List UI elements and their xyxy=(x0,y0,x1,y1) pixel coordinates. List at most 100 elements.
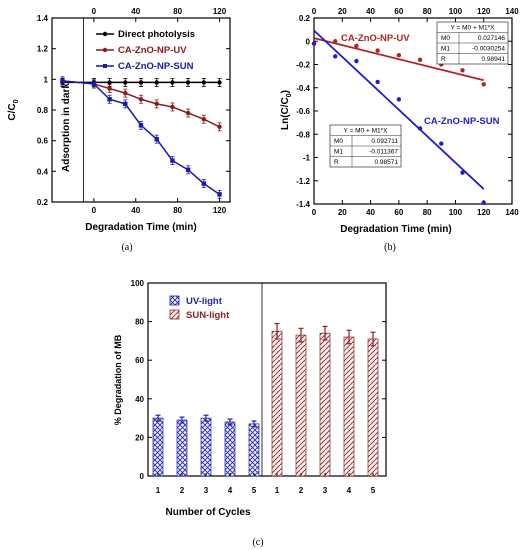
x-tick-label: 40 xyxy=(366,208,375,217)
data-point xyxy=(60,78,65,84)
panel-b-y-ticks: -1.4 -1.2 -1 -0.8 -0.6 -0.4 -0.2 0 0.2 xyxy=(296,14,512,209)
data-point xyxy=(201,181,207,186)
x-tick-label: 4 xyxy=(347,486,352,495)
y-tick-label: -0.2 xyxy=(296,61,310,70)
bar xyxy=(152,417,164,477)
data-point xyxy=(217,80,222,85)
data-point xyxy=(154,136,159,142)
x-tick-label: 0 xyxy=(312,208,317,217)
data-point xyxy=(185,167,191,172)
bar xyxy=(271,330,283,477)
x-top-tick-label: 40 xyxy=(131,7,140,16)
caption-b: (b) xyxy=(384,242,396,253)
data-point xyxy=(354,43,359,49)
fit-table-value: 0.98571 xyxy=(375,159,399,166)
data-point xyxy=(123,90,128,96)
panel-b-x-axis-label: Degradation Time (min) xyxy=(340,224,452,235)
data-point xyxy=(107,97,112,102)
y-tick-label: 0.2 xyxy=(37,198,49,207)
y-tick-label: 1 xyxy=(44,75,49,84)
y-tick-label: -0.8 xyxy=(296,130,310,139)
panel-c: 0 20 40 60 80 100 1 2 3 4 5 1 2 3 4 5 UV-light SUN-lig… xyxy=(113,279,387,548)
panel-c-frame xyxy=(147,282,387,477)
x-tick-label: 3 xyxy=(323,486,328,495)
fit-table-value: 0.092711 xyxy=(371,138,398,145)
x-top-tick-label: 80 xyxy=(423,7,432,16)
data-point xyxy=(138,97,144,102)
y-tick-label: -1.4 xyxy=(296,200,310,209)
data-point xyxy=(138,80,144,85)
data-point xyxy=(333,54,338,59)
panel-c-bars: 1 2 3 4 5 1 2 3 4 5 xyxy=(152,322,379,495)
panel-a: 0 40 80 120 0 40 80 120 0.2 0.4 0.6 0.8 1 1.2 1.4 Ads… xyxy=(7,7,231,253)
fit-table-key: M1 xyxy=(441,46,450,53)
x-tick-label: 5 xyxy=(252,486,257,495)
fit-line xyxy=(313,29,485,190)
legend-c-item-uv: UV-light xyxy=(186,296,223,307)
data-point xyxy=(481,82,486,87)
x-top-tick-label: 120 xyxy=(213,7,227,16)
legend-a-item-photolysis: Direct photolysis xyxy=(118,29,195,40)
panel-b-label-sun: CA-ZnO-NP-SUN xyxy=(424,116,500,127)
panel-a-legend: Direct photolysis CA-ZnO-NP-UV CA-ZnO-NP… xyxy=(96,29,195,72)
series-line xyxy=(62,80,220,128)
y-tick-label: 0.8 xyxy=(37,106,49,115)
data-point xyxy=(217,124,222,130)
panel-a-x-ticks: 0 40 80 120 0 40 80 120 xyxy=(92,7,227,215)
data-point xyxy=(439,141,444,146)
panel-a-y-axis-label: C/C0 xyxy=(7,99,20,120)
x-tick-label: 5 xyxy=(371,486,376,495)
data-point xyxy=(396,53,402,58)
fit-table-equation: Y = M0 + M1*X xyxy=(451,25,496,32)
y-tick-label: -0.6 xyxy=(296,107,310,116)
x-tick-label: 4 xyxy=(228,486,233,495)
data-point xyxy=(417,57,423,63)
y-tick-label: 80 xyxy=(135,318,144,327)
fit-table-value: 0.98941 xyxy=(482,56,506,63)
x-tick-label: 1 xyxy=(275,486,280,495)
data-point xyxy=(375,48,380,53)
data-point xyxy=(107,86,112,91)
x-tick-label: 80 xyxy=(423,208,432,217)
panel-a-y-ticks: 0.2 0.4 0.6 0.8 1 1.2 1.4 xyxy=(37,14,230,207)
panel-c-legend: UV-light SUN-light xyxy=(169,295,230,321)
x-top-tick-label: 140 xyxy=(505,7,519,16)
data-point xyxy=(201,117,207,122)
y-tick-label: 60 xyxy=(135,356,144,365)
caption-a: (a) xyxy=(121,242,132,253)
data-point xyxy=(396,97,402,102)
panel-c-x-axis-label: Number of Cycles xyxy=(165,507,250,518)
panel-c-y-axis-label: % Degradation of MB xyxy=(113,334,123,425)
data-point xyxy=(201,80,207,85)
data-point xyxy=(123,101,128,107)
x-top-tick-label: 40 xyxy=(366,7,375,16)
x-top-tick-label: 80 xyxy=(173,7,182,16)
x-top-tick-label: 120 xyxy=(477,7,491,16)
panel-a-series xyxy=(60,76,222,199)
x-tick-label: 0 xyxy=(92,206,97,215)
fit-table-uv: Y = M0 + M1*XM0 0.027146 M1 -0.0030254 R 0.98… xyxy=(436,21,509,65)
x-tick-label: 100 xyxy=(449,208,463,217)
data-point xyxy=(354,58,359,64)
x-top-tick-label: 0 xyxy=(312,7,317,16)
x-top-tick-label: 20 xyxy=(338,7,347,16)
panel-b-series xyxy=(311,29,486,206)
caption-c: (c) xyxy=(252,537,263,548)
bar xyxy=(343,336,355,477)
y-tick-label: 0.2 xyxy=(299,14,311,23)
x-tick-label: 120 xyxy=(477,208,491,217)
x-tick-label: 120 xyxy=(213,206,227,215)
panel-a-annotation: Adsorption in dark xyxy=(61,83,72,172)
legend-c-item-sun: SUN-light xyxy=(186,310,230,321)
x-tick-label: 60 xyxy=(394,208,403,217)
bar xyxy=(224,421,236,477)
panel-b-x-ticks: 0 20 40 60 80 100 120 140 0 20 40 60 80 100 120 140 xyxy=(312,7,519,217)
legend-a-item-sun: CA-ZnO-NP-SUN xyxy=(118,61,194,72)
y-tick-label: -0.4 xyxy=(296,84,310,93)
x-top-tick-label: 100 xyxy=(449,7,463,16)
data-point xyxy=(170,158,175,163)
fit-table-equation: Y = M0 + M1*X xyxy=(344,128,389,135)
y-tick-label: 1.2 xyxy=(37,45,49,54)
bar xyxy=(367,338,379,477)
